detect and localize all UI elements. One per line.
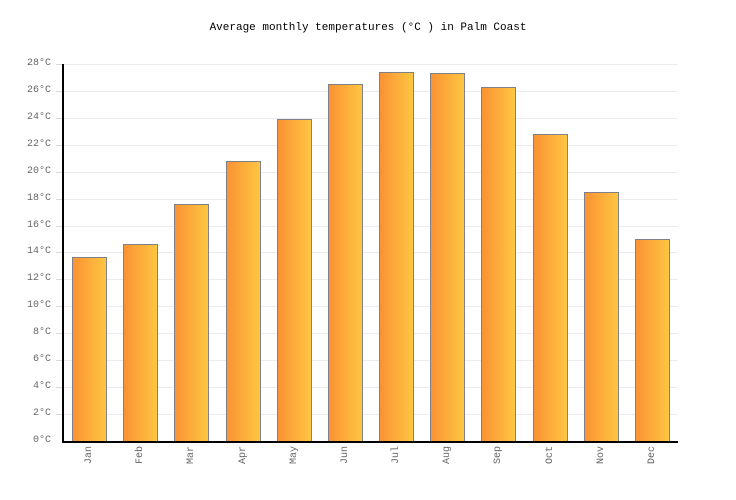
ytick-mark-20 <box>56 172 62 173</box>
gridline-6 <box>64 360 678 361</box>
xlabel-wrap-dec: Dec <box>627 446 678 464</box>
bar-feb <box>123 244 159 441</box>
xtick-label-aug: Aug <box>442 446 454 465</box>
gridline-10 <box>64 306 678 307</box>
xtick-label-jun: Jun <box>339 446 351 465</box>
ytick-mark-26 <box>56 91 62 92</box>
gridline-26 <box>64 91 678 92</box>
gridline-20 <box>64 172 678 173</box>
xtick-label-jan: Jan <box>84 446 96 465</box>
xtick-label-jul: Jul <box>391 446 403 465</box>
gridline-8 <box>64 333 678 334</box>
xtick-label-feb: Feb <box>135 446 147 465</box>
xlabel-wrap-sep: Sep <box>473 446 524 464</box>
xlabel-wrap-nov: Nov <box>576 446 627 464</box>
bar-jul <box>379 72 415 441</box>
bar-oct <box>532 134 568 441</box>
bar-slot-nov: Nov <box>576 64 627 464</box>
xtick-label-apr: Apr <box>237 446 249 465</box>
ytick-label-14: 14°C <box>26 246 51 257</box>
chart-title: Average monthly temperatures (°C ) in Pa… <box>209 22 527 34</box>
bar-slot-dec: Dec <box>627 64 678 464</box>
bar-slot-feb: Feb <box>115 64 166 464</box>
ytick-label-12: 12°C <box>26 273 51 284</box>
ytick-label-20: 20°C <box>26 166 51 177</box>
bar-nov <box>583 191 619 441</box>
ytick-mark-12 <box>56 279 62 280</box>
ytick-label-0: 0°C <box>32 435 51 446</box>
gridline-14 <box>64 252 678 253</box>
bar-mar <box>174 204 210 441</box>
gridline-18 <box>64 199 678 200</box>
ytick-mark-18 <box>56 199 62 200</box>
ytick-mark-16 <box>56 226 62 227</box>
xtick-label-mar: Mar <box>186 446 198 465</box>
bar-slot-jun: Jun <box>320 64 371 464</box>
gridline-4 <box>64 387 678 388</box>
xlabel-wrap-oct: Oct <box>525 446 576 464</box>
bar-jan <box>72 256 108 441</box>
xlabel-wrap-mar: Mar <box>166 446 217 464</box>
ytick-label-26: 26°C <box>26 85 51 96</box>
ytick-label-10: 10°C <box>26 300 51 311</box>
ytick-label-4: 4°C <box>32 381 51 392</box>
bar-slot-aug: Aug <box>422 64 473 464</box>
gridline-12 <box>64 279 678 280</box>
xlabel-wrap-apr: Apr <box>218 446 269 464</box>
ytick-label-8: 8°C <box>32 327 51 338</box>
xlabel-wrap-jun: Jun <box>320 446 371 464</box>
ytick-mark-22 <box>56 145 62 146</box>
ytick-label-22: 22°C <box>26 139 51 150</box>
ytick-mark-24 <box>56 118 62 119</box>
bar-apr <box>225 160 261 441</box>
gridline-16 <box>64 226 678 227</box>
ytick-mark-4 <box>56 387 62 388</box>
gridline-2 <box>64 414 678 415</box>
bar-slot-may: May <box>269 64 320 464</box>
ytick-mark-10 <box>56 306 62 307</box>
ytick-label-2: 2°C <box>32 408 51 419</box>
ytick-mark-14 <box>56 252 62 253</box>
ytick-label-24: 24°C <box>26 112 51 123</box>
xlabel-wrap-may: May <box>269 446 320 464</box>
xtick-label-nov: Nov <box>595 446 607 465</box>
gridline-22 <box>64 145 678 146</box>
ytick-label-28: 28°C <box>26 58 51 69</box>
xlabel-wrap-feb: Feb <box>115 446 166 464</box>
bar-aug <box>430 73 466 441</box>
ytick-mark-6 <box>56 360 62 361</box>
bar-dec <box>634 239 670 441</box>
bar-may <box>276 119 312 441</box>
xlabel-wrap-aug: Aug <box>422 446 473 464</box>
xtick-label-sep: Sep <box>493 446 505 465</box>
xtick-label-oct: Oct <box>544 446 556 465</box>
bar-slot-oct: Oct <box>525 64 576 464</box>
ytick-label-16: 16°C <box>26 220 51 231</box>
bar-slot-sep: Sep <box>473 64 524 464</box>
bar-slot-apr: Apr <box>218 64 269 464</box>
gridline-24 <box>64 118 678 119</box>
bar-slot-mar: Mar <box>166 64 217 464</box>
ytick-label-18: 18°C <box>26 193 51 204</box>
ytick-mark-2 <box>56 414 62 415</box>
bar-slot-jan: Jan <box>64 64 115 464</box>
bar-slot-jul: Jul <box>371 64 422 464</box>
bar-jun <box>327 84 363 441</box>
xtick-label-dec: Dec <box>646 446 658 465</box>
plot-area: Jan Feb Mar Apr May Jun Jul Aug Sep Oct Nov Dec 0°C… <box>27 58 678 464</box>
xtick-label-may: May <box>288 446 300 465</box>
xlabel-wrap-jul: Jul <box>371 446 422 464</box>
xlabel-wrap-jan: Jan <box>64 446 115 464</box>
ytick-mark-28 <box>56 64 62 65</box>
gridline-28 <box>64 64 678 65</box>
bar-sep <box>481 86 517 441</box>
ytick-mark-8 <box>56 333 62 334</box>
bars-container: Jan Feb Mar Apr May Jun Jul Aug Sep Oct Nov Dec <box>64 64 678 464</box>
ytick-label-6: 6°C <box>32 354 51 365</box>
